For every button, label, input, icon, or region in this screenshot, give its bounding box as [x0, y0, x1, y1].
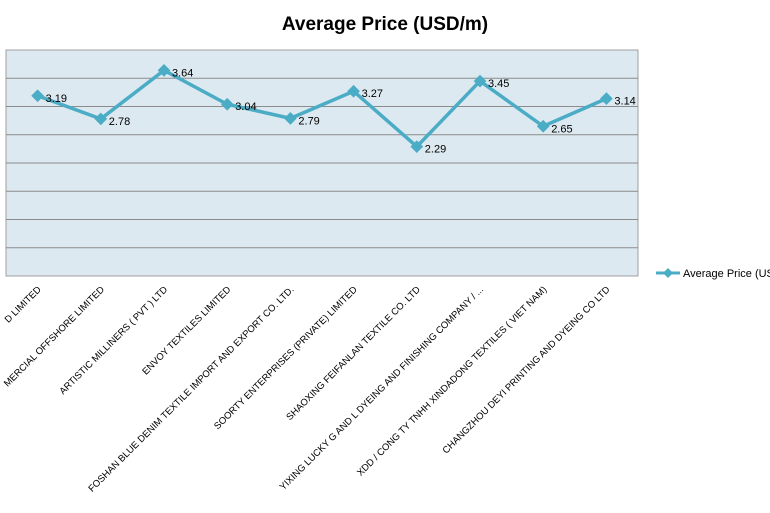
data-label: 3.64	[172, 67, 193, 79]
data-point	[473, 74, 487, 88]
series-line	[36, 68, 608, 150]
data-label: 2.78	[109, 116, 130, 128]
data-label: 2.79	[298, 115, 319, 127]
legend-marker	[663, 268, 673, 278]
data-labels: 3.19 2.78 3.64 3.04 2.79 3.27 2.29 3.45 2.65 3.14	[46, 67, 636, 155]
data-point	[347, 84, 360, 98]
data-label: 3.45	[488, 78, 509, 90]
data-label: 3.27	[362, 88, 383, 100]
x-tick-label: SOORTY ENTERPRISES (PRIVATE) LIMITED	[212, 284, 360, 432]
data-label: 2.29	[425, 144, 446, 156]
x-tick-label: SHAOXING FEIFANLAN TEXTILE CO. LTD	[284, 284, 423, 423]
data-label: 3.14	[614, 96, 635, 108]
chart-title: Average Price (USD/m)	[282, 14, 488, 35]
x-tick-label: YIXING LUCKY G AND L DYEING AND FINISHIN…	[278, 284, 486, 492]
x-tick-label: FOSHAN BLUE DENIM TEXTILE IMPORT AND EXP…	[86, 284, 296, 494]
data-point	[410, 140, 424, 153]
data-point	[220, 97, 234, 111]
data-label: 2.65	[551, 123, 572, 135]
legend: Average Price (USI	[656, 268, 770, 280]
x-tick-label: D LIMITED	[3, 284, 44, 325]
data-point	[284, 112, 297, 125]
x-tick-label: MERCIAL OFFSHORE LIMITED	[2, 284, 107, 389]
data-point	[157, 63, 171, 77]
legend-label: Average Price (USI	[683, 268, 770, 280]
x-tick-label: ARTISTIC MILLINERS ( PVT ) LTD	[57, 284, 170, 397]
data-label: 3.04	[235, 101, 256, 113]
data-label: 3.19	[46, 93, 67, 105]
